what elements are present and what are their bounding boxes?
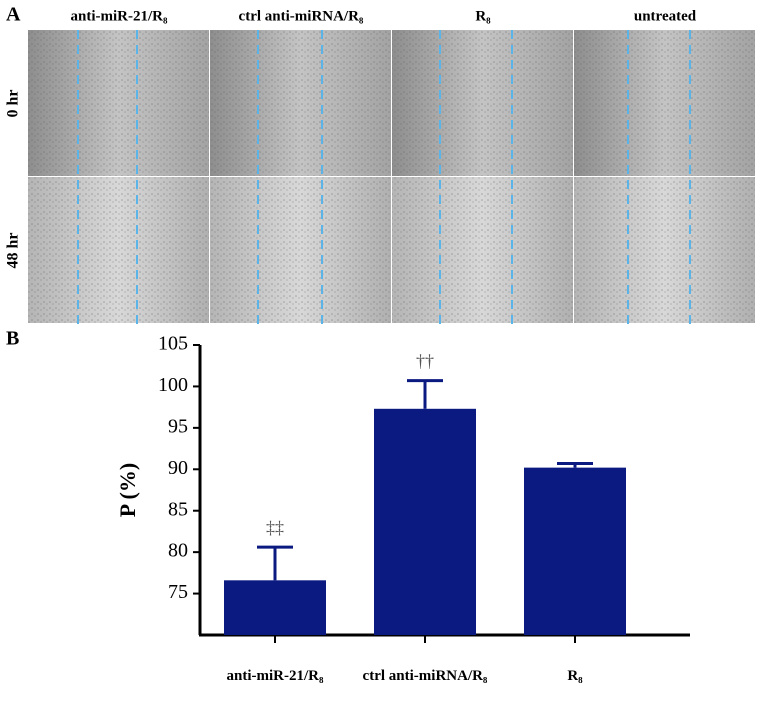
y-tick-label: 95: [168, 415, 188, 437]
significance-label: ††: [416, 351, 434, 371]
significance-label: ‡‡: [266, 517, 284, 537]
column-label: ctrl anti-miRNA/R₈: [239, 8, 364, 24]
column-label: anti-miR-21/R₈: [71, 8, 168, 24]
y-tick-label: 90: [168, 457, 188, 479]
y-tick-label: 105: [158, 333, 188, 355]
y-tick-label: 80: [168, 540, 188, 562]
error-bar: [257, 545, 293, 581]
bar: [224, 580, 326, 635]
x-tick-label: anti-miR-21/R₈: [226, 668, 324, 684]
row-label: 48 hr: [5, 233, 22, 269]
x-tick-label: R₈: [567, 668, 583, 684]
micrograph-texture: [574, 30, 755, 176]
micrograph-texture: [210, 177, 391, 323]
micrograph-texture: [28, 177, 209, 323]
panel-label: A: [6, 4, 21, 26]
error-bar: [407, 379, 443, 409]
row-label: 0 hr: [5, 90, 22, 118]
micrograph-texture: [574, 177, 755, 323]
y-axis-label: P (%): [115, 463, 140, 517]
micrograph-texture: [28, 30, 209, 176]
y-tick-label: 75: [168, 581, 188, 603]
error-bar: [557, 461, 593, 468]
bar: [374, 408, 476, 635]
y-tick-label: 85: [168, 498, 188, 520]
micrograph-texture: [392, 177, 573, 323]
micrograph-texture: [210, 30, 391, 176]
panel-label: B: [6, 328, 19, 350]
micrograph-texture: [392, 30, 573, 176]
x-tick-label: ctrl anti-miRNA/R₈: [362, 668, 488, 684]
column-label: untreated: [634, 8, 697, 24]
bar: [524, 467, 626, 635]
column-label: R₈: [475, 8, 491, 24]
y-tick-label: 100: [158, 374, 188, 396]
